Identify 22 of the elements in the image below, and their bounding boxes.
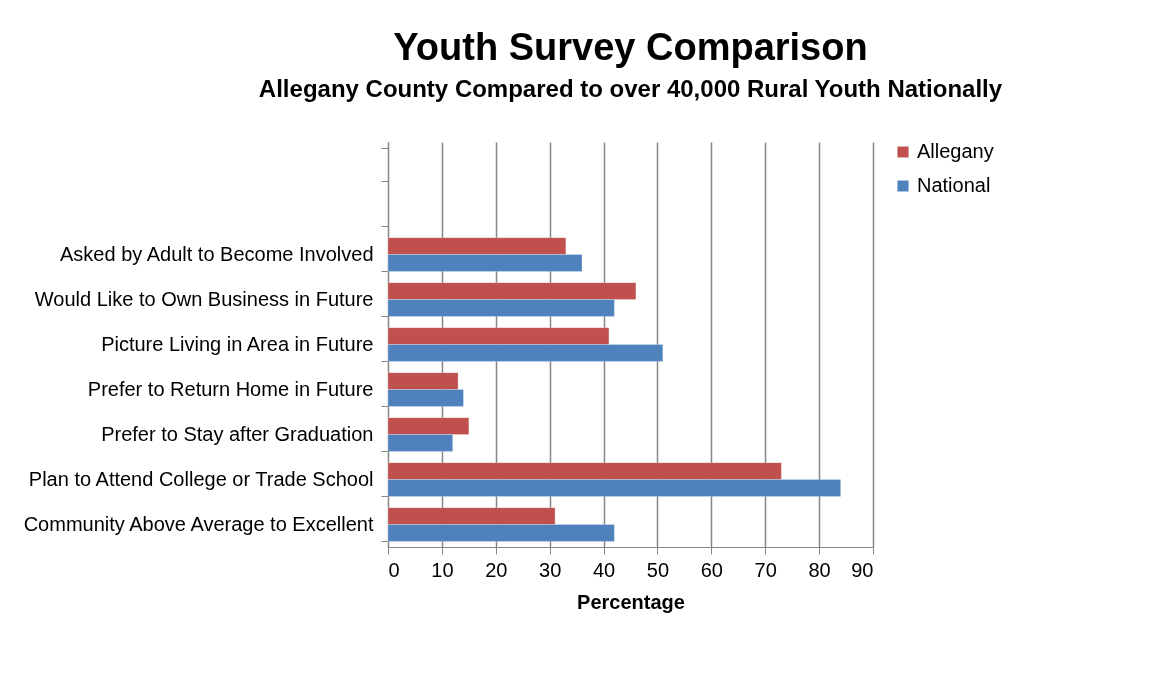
- y-tick-label: Picture Living in Area in Future: [101, 333, 374, 355]
- legend-label: Allegany: [917, 140, 994, 162]
- y-tick-label: Prefer to Return Home in Future: [87, 378, 374, 400]
- x-tick-label: 70: [754, 558, 777, 581]
- chart-title: Youth Survey Comparison: [393, 26, 868, 68]
- x-tick-label: 30: [539, 558, 562, 581]
- x-tick-label: 50: [646, 558, 670, 581]
- chart-subtitle: Allegany County Compared to over 40,000 Rural Youth Nationally: [258, 75, 1003, 102]
- x-tick-label: 80: [808, 558, 831, 581]
- x-tick-label: 90: [851, 558, 874, 581]
- y-tick-label: Would Like to Own Business in Future: [34, 288, 374, 310]
- x-tick-label: 60: [700, 558, 723, 581]
- x-tick-label: 10: [431, 558, 454, 581]
- x-tick-label: 20: [485, 558, 508, 581]
- y-tick-label: Asked by Adult to Become Involved: [59, 243, 374, 265]
- x-tick-label: 0: [388, 558, 400, 581]
- y-tick-label: Community Above Average to Excellent: [23, 513, 374, 535]
- x-axis-title: Percentage: [577, 590, 685, 613]
- y-tick-label: Prefer to Stay after Graduation: [101, 423, 374, 445]
- legend-label: National: [917, 174, 991, 196]
- y-tick-label: Plan to Attend College or Trade School: [28, 468, 374, 490]
- x-tick-label: 40: [592, 558, 616, 581]
